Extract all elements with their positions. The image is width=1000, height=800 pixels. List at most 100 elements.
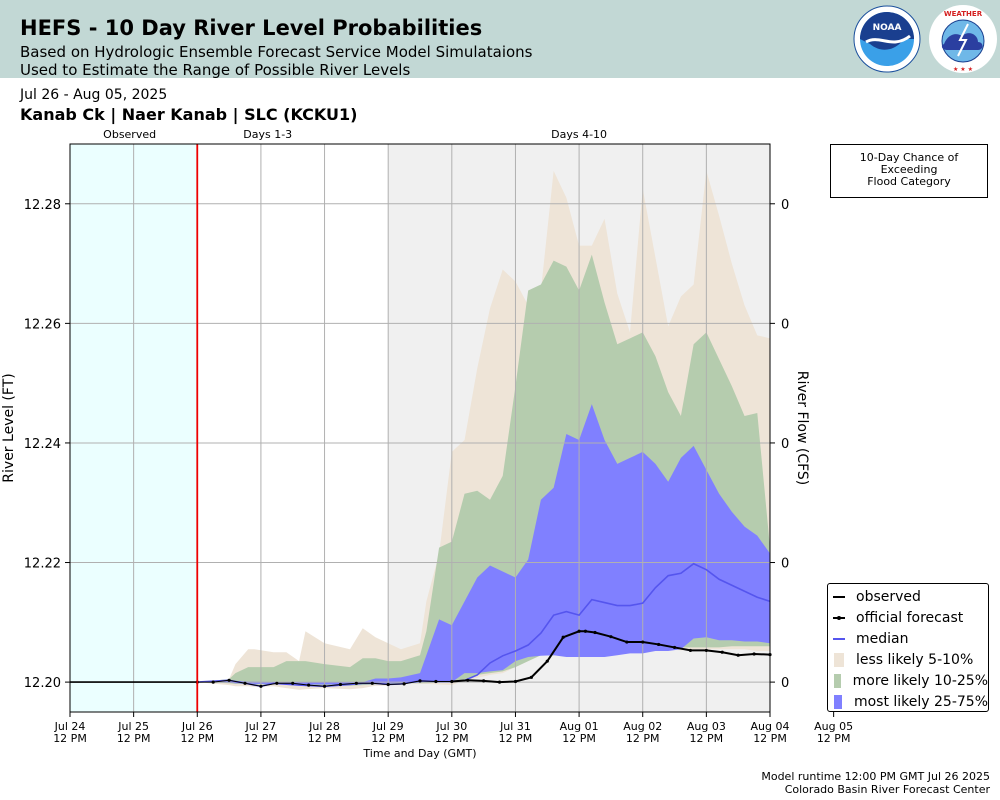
x-tick-label: 12 PM xyxy=(244,732,278,745)
forecast-point xyxy=(752,652,756,656)
forecast-point xyxy=(322,684,327,688)
x-tick-label: 12 PM xyxy=(371,732,405,745)
forecast-point xyxy=(513,679,518,684)
flood-category-box: 10-Day Chance of Exceeding Flood Categor… xyxy=(830,144,988,198)
y-tick-label: 12.24 xyxy=(24,437,61,452)
x-tick-label: 12 PM xyxy=(817,732,851,745)
y-tick-label: 12.20 xyxy=(24,676,61,691)
forecast-point xyxy=(338,682,343,687)
legend-label: more likely 10-25% xyxy=(852,672,988,689)
forecast-point xyxy=(291,681,295,685)
x-tick-label: Jul 28 xyxy=(308,720,340,733)
forecast-point xyxy=(609,635,613,639)
chart-legend: observed official forecast median less l… xyxy=(827,583,989,712)
forecast-point xyxy=(545,659,549,663)
legend-swatch-more-likely xyxy=(834,673,841,688)
region-label: Observed xyxy=(103,128,156,141)
y-axis-title: River Level (FT) xyxy=(1,373,17,482)
x-tick-label: 12 PM xyxy=(499,732,533,745)
legend-label: observed xyxy=(856,588,921,605)
forecast-point xyxy=(386,682,390,687)
x-axis-title: Time and Day (GMT) xyxy=(362,747,476,760)
forecast-point xyxy=(307,683,311,687)
y-tick-label: 12.28 xyxy=(24,198,61,213)
x-tick-label: Jul 27 xyxy=(245,720,277,733)
legend-label: median xyxy=(856,630,909,647)
legend-item-observed: observed xyxy=(832,586,988,607)
legend-swatch-official-forecast xyxy=(833,615,845,620)
legend-swatch-observed xyxy=(833,595,845,598)
x-tick-label: Jul 31 xyxy=(499,720,531,733)
date-range: Jul 26 - Aug 05, 2025 xyxy=(20,87,168,103)
forecast-point xyxy=(418,679,422,683)
x-tick-label: Jul 24 xyxy=(54,720,86,733)
forecast-center: Colorado Basin River Forecast Center xyxy=(784,783,990,796)
legend-swatch-median xyxy=(833,637,845,640)
forecast-point xyxy=(577,629,581,633)
x-tick-label: 12 PM xyxy=(562,732,596,745)
x-tick-label: Aug 03 xyxy=(687,720,726,733)
gauge-location: Kanab Ck | Naer Kanab | SLC (KCKU1) xyxy=(20,105,358,124)
x-tick-label: 12 PM xyxy=(753,732,787,745)
x-tick-label: 12 PM xyxy=(626,732,660,745)
forecast-point xyxy=(529,675,533,679)
legend-item-official-forecast: official forecast xyxy=(832,607,988,628)
flood-box-line3: Flood Category xyxy=(867,175,951,188)
x-tick-label: Jul 26 xyxy=(181,720,213,733)
x-tick-label: Jul 29 xyxy=(372,720,404,733)
forecast-point xyxy=(583,629,588,633)
x-tick-label: Aug 01 xyxy=(560,720,599,733)
forecast-point xyxy=(211,680,215,684)
flood-box-line2: Exceeding xyxy=(880,163,938,176)
forecast-point xyxy=(402,682,406,686)
y2-tick-label: 0 xyxy=(781,557,789,572)
forecast-point xyxy=(688,648,693,653)
legend-label: official forecast xyxy=(856,609,964,626)
legend-item-median: median xyxy=(832,628,988,649)
nws-logo: WEATHER ★ ★ ★ xyxy=(929,5,997,73)
forecast-point xyxy=(641,640,645,644)
region-label: Days 4-10 xyxy=(551,128,607,141)
median-line xyxy=(197,562,771,688)
legend-swatch-less-likely xyxy=(834,652,844,667)
legend-label: most likely 25-75% xyxy=(853,693,988,710)
x-tick-label: 12 PM xyxy=(308,732,342,745)
noaa-logo-text: NOAA xyxy=(873,23,902,33)
legend-item-most-likely: most likely 25-75% xyxy=(832,691,988,712)
x-tick-label: 12 PM xyxy=(690,732,724,745)
forecast-point xyxy=(497,680,502,684)
x-tick-label: 12 PM xyxy=(117,732,151,745)
forecast-point xyxy=(243,681,247,685)
page-title: HEFS - 10 Day River Level Probabilities xyxy=(20,16,483,40)
y2-tick-label: 0 xyxy=(781,317,789,332)
forecast-point xyxy=(593,630,597,635)
forecast-point xyxy=(450,679,454,684)
x-tick-label: Aug 05 xyxy=(814,720,853,733)
forecast-point xyxy=(657,642,661,647)
forecast-point xyxy=(259,684,263,688)
model-runtime: Model runtime 12:00 PM GMT Jul 26 2025 xyxy=(761,770,990,783)
legend-swatch-most-likely xyxy=(834,694,842,709)
x-tick-label: Jul 25 xyxy=(117,720,149,733)
forecast-point xyxy=(466,678,470,682)
forecast-point xyxy=(227,678,231,682)
x-tick-label: Aug 02 xyxy=(623,720,662,733)
forecast-point xyxy=(736,653,740,657)
legend-item-more-likely: more likely 10-25% xyxy=(832,670,988,691)
noaa-logo: NOAA xyxy=(853,5,921,73)
forecast-point xyxy=(434,679,438,684)
page-subtitle-line2: Used to Estimate the Range of Possible R… xyxy=(20,61,411,79)
forecast-point xyxy=(720,650,724,654)
legend-item-less-likely: less likely 5-10% xyxy=(832,649,988,670)
header-banner: HEFS - 10 Day River Level Probabilities … xyxy=(0,0,1000,79)
x-tick-label: Aug 04 xyxy=(751,720,790,733)
y-tick-label: 12.26 xyxy=(24,317,61,332)
forecast-point xyxy=(482,679,486,683)
forecast-point xyxy=(275,681,279,685)
forecast-point xyxy=(561,635,565,639)
legend-label: less likely 5-10% xyxy=(856,651,974,668)
forecast-point xyxy=(704,648,708,653)
x-tick-label: Jul 30 xyxy=(435,720,467,733)
forecast-point xyxy=(625,640,629,644)
